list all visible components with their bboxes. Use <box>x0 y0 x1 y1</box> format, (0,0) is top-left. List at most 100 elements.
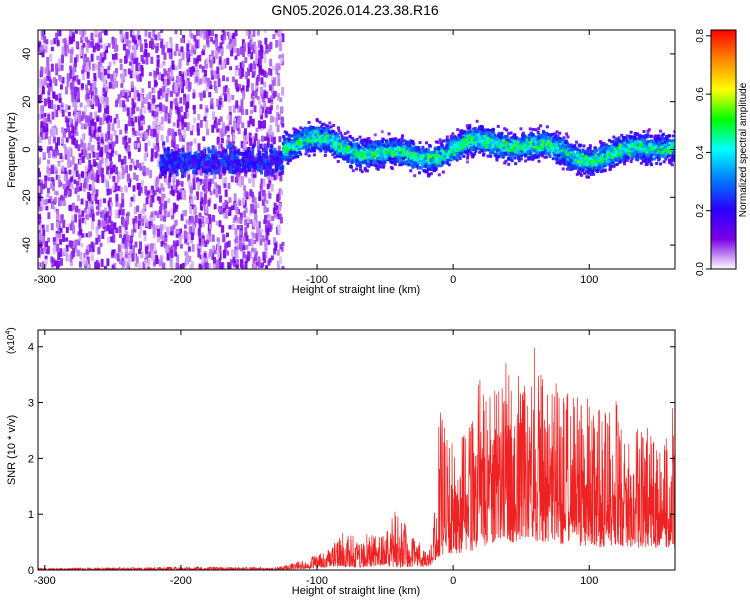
noise-cell <box>144 97 148 104</box>
noise-cell <box>86 71 90 79</box>
signal-cell <box>513 156 517 160</box>
noise-cell <box>266 183 270 190</box>
noise-cell <box>235 249 239 259</box>
noise-cell <box>196 128 200 136</box>
noise-cell <box>199 201 203 210</box>
noise-cell <box>273 237 277 245</box>
weak-trace-cell <box>163 152 167 157</box>
weak-trace-cell <box>196 164 200 169</box>
noise-cell <box>62 219 66 229</box>
noise-cell <box>94 64 98 71</box>
noise-cell <box>49 53 53 62</box>
noise-cell <box>226 250 230 256</box>
noise-cell <box>78 159 82 165</box>
noise-cell <box>167 112 171 118</box>
noise-cell <box>91 118 95 127</box>
noise-cell <box>81 30 85 37</box>
noise-cell <box>58 58 62 68</box>
weak-trace-cell <box>193 154 197 159</box>
noise-cell <box>138 73 142 82</box>
noise-cell <box>248 239 252 247</box>
noise-cell <box>62 183 66 190</box>
noise-cell <box>211 50 215 58</box>
noise-cell <box>216 259 220 269</box>
noise-cell <box>259 183 263 189</box>
signal-cell <box>455 158 459 162</box>
noise-cell <box>256 30 260 36</box>
noise-cell <box>119 92 123 97</box>
noise-cell <box>40 196 44 204</box>
weak-trace-cell <box>205 156 209 161</box>
weak-trace-cell <box>174 153 178 158</box>
weak-trace-cell <box>202 151 206 156</box>
noise-cell <box>70 220 74 226</box>
noise-cell <box>278 203 282 211</box>
weak-trace-cell <box>239 160 243 165</box>
weak-trace-cell <box>275 167 279 172</box>
noise-cell <box>182 210 186 215</box>
noise-cell <box>205 262 209 269</box>
weak-trace-cell <box>234 169 238 174</box>
noise-cell <box>95 226 99 234</box>
noise-cell <box>47 99 51 109</box>
noise-cell <box>119 203 123 211</box>
noise-cell <box>164 245 168 253</box>
noise-cell <box>268 224 272 232</box>
noise-cell <box>68 49 72 54</box>
noise-cell <box>143 105 147 114</box>
noise-cell <box>71 90 75 99</box>
noise-cell <box>276 168 280 177</box>
noise-cell <box>82 184 86 192</box>
noise-cell <box>249 189 253 197</box>
noise-cell <box>165 135 169 143</box>
noise-cell <box>220 208 224 215</box>
noise-cell <box>61 165 65 172</box>
noise-cell <box>77 194 81 202</box>
noise-cell <box>246 79 250 88</box>
noise-cell <box>60 127 64 134</box>
signal-cell <box>531 127 535 131</box>
noise-cell <box>270 131 274 137</box>
noise-cell <box>63 167 67 174</box>
noise-cell <box>68 169 72 175</box>
noise-cell <box>97 41 101 47</box>
weak-trace-cell <box>269 153 273 158</box>
noise-cell <box>47 83 51 92</box>
noise-cell <box>38 200 40 207</box>
noise-cell <box>132 71 136 79</box>
noise-cell <box>199 178 203 184</box>
noise-cell <box>104 213 108 221</box>
noise-cell <box>263 91 267 99</box>
weak-trace-cell <box>244 155 248 160</box>
weak-trace-cell <box>168 172 172 177</box>
noise-cell <box>212 56 216 64</box>
noise-cell <box>41 30 45 37</box>
noise-cell <box>94 95 98 101</box>
signal-cell <box>545 125 549 129</box>
noise-cell <box>213 263 217 269</box>
noise-cell <box>92 63 96 71</box>
noise-cell <box>213 203 217 210</box>
signal-cell <box>328 121 332 125</box>
noise-cell <box>68 178 72 187</box>
noise-cell <box>104 30 108 36</box>
noise-cell <box>145 167 149 176</box>
noise-cell <box>111 54 115 60</box>
noise-cell <box>79 49 83 57</box>
noise-cell <box>141 218 145 226</box>
noise-cell <box>272 65 276 71</box>
noise-cell <box>106 105 110 115</box>
noise-cell <box>270 86 274 94</box>
noise-cell <box>49 86 53 92</box>
noise-cell <box>162 262 166 269</box>
noise-cell <box>131 245 135 254</box>
noise-cell <box>140 65 144 71</box>
noise-cell <box>209 190 213 196</box>
noise-cell <box>222 31 226 37</box>
signal-cell <box>617 136 621 140</box>
noise-cell <box>38 232 42 240</box>
noise-cell <box>96 135 100 141</box>
noise-cell <box>206 234 210 240</box>
noise-cell <box>245 135 249 142</box>
noise-cell <box>231 94 235 100</box>
